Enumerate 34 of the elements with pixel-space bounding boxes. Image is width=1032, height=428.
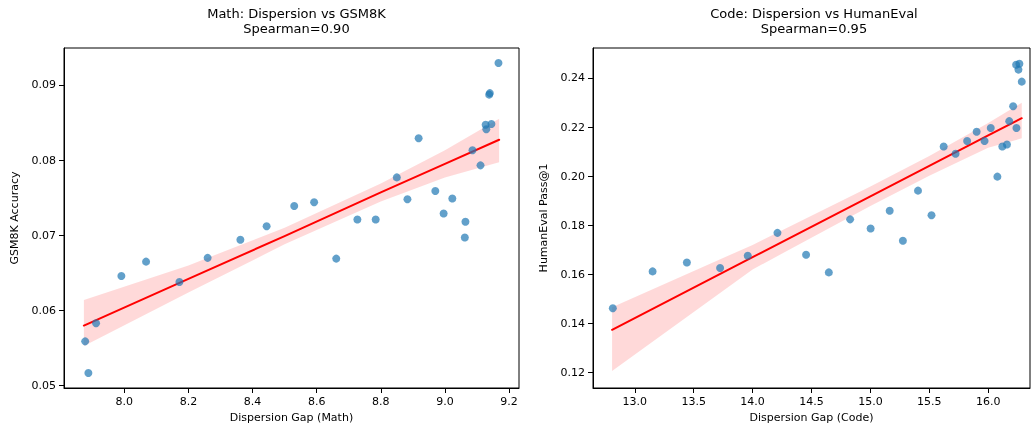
y-tick-label: 0.09 (31, 78, 56, 92)
x-tick-label: 8.2 (179, 395, 198, 408)
y-tick-label: 0.18 (560, 218, 585, 232)
chart-title: Code: Dispersion vs HumanEval (710, 6, 918, 21)
x-tick-label: 14.5 (799, 395, 824, 408)
x-tick-label: 8.4 (243, 395, 262, 408)
y-axis-title: HumanEval Pass@1 (537, 163, 550, 273)
y-tick-label: 0.06 (31, 304, 56, 318)
x-tick-label: 8.0 (115, 395, 134, 408)
y-tick-label: 0.16 (560, 267, 585, 281)
x-tick-label: 13.5 (681, 395, 706, 408)
y-tick-label: 0.08 (31, 153, 56, 167)
x-tick-label: 15.0 (858, 395, 883, 408)
y-tick-label: 0.07 (31, 228, 56, 242)
x-tick-label: 13.0 (622, 395, 648, 408)
x-tick-label: 14.0 (740, 395, 765, 408)
x-tick-label: 16.0 (975, 395, 1001, 408)
y-tick-label: 0.14 (560, 316, 585, 330)
x-tick-label: 8.8 (372, 395, 390, 408)
x-axis-title: Dispersion Gap (Code) (749, 410, 874, 424)
x-tick-label: 9.2 (500, 395, 518, 408)
x-tick-label: 8.6 (307, 395, 326, 408)
y-tick-label: 0.20 (560, 169, 585, 183)
chart-title: Math: Dispersion vs GSM8K (207, 6, 387, 21)
chart-subtitle: Spearman=0.95 (760, 21, 868, 36)
y-tick-label: 0.24 (560, 71, 585, 85)
x-tick-label: 15.5 (917, 395, 942, 408)
x-tick-label: 9.0 (436, 395, 454, 408)
chart-subtitle: Spearman=0.90 (243, 21, 350, 36)
y-tick-label: 0.12 (560, 366, 585, 380)
x-axis-title: Dispersion Gap (Math) (229, 410, 354, 424)
y-tick-label: 0.05 (31, 379, 56, 393)
y-tick-label: 0.22 (560, 120, 585, 134)
y-axis-title: GSM8K Accuracy (8, 171, 21, 265)
